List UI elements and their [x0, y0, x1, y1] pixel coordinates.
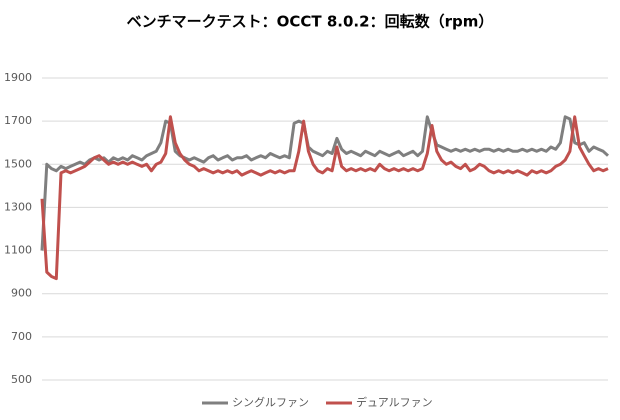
y-tick-label: 900	[11, 287, 32, 300]
y-tick-label: 1100	[4, 244, 32, 257]
series-line	[40, 115, 610, 251]
y-tick-label: 700	[11, 330, 32, 343]
y-tick-label: 1300	[4, 200, 32, 213]
legend-label: デュアルファン	[356, 395, 433, 409]
legend-label: シングルファン	[232, 395, 309, 409]
y-tick-label: 500	[11, 373, 32, 386]
series-line	[40, 115, 609, 281]
y-tick-label: 1500	[4, 157, 32, 170]
y-tick-label: 1900	[4, 71, 32, 84]
y-tick-label: 1700	[4, 114, 32, 127]
chart-title: ベンチマークテスト：OCCT 8.0.2：回転数（rpm）	[127, 13, 494, 31]
